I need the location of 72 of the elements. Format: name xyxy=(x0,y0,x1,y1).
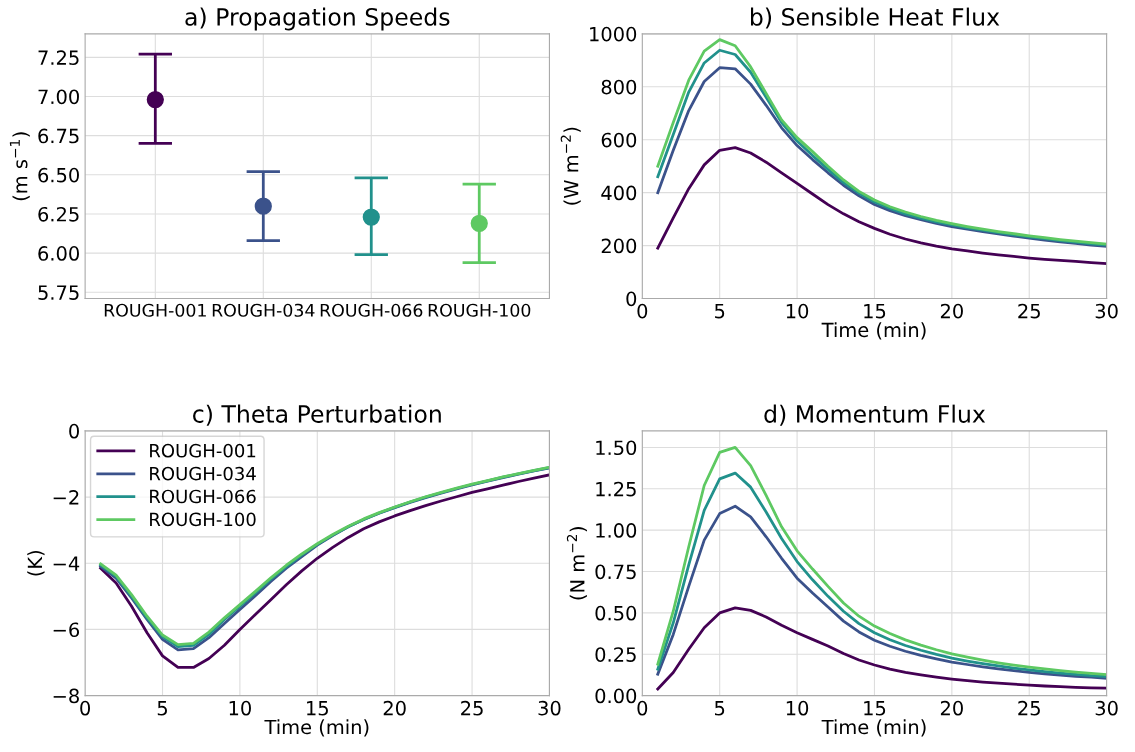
y-tick-label: −2 xyxy=(53,490,79,505)
y-tick-label: 0 xyxy=(626,291,637,307)
y-tick-label: −6 xyxy=(53,622,80,638)
y-tick-label: 0.50 xyxy=(595,605,637,621)
legend-label: ROUGH-001 xyxy=(150,443,256,458)
x-axis-title: Time (min) xyxy=(821,719,926,737)
x-tick-label: 5 xyxy=(715,304,725,319)
y-tick-label: 6.75 xyxy=(38,128,79,144)
x-tick-label: 15 xyxy=(307,701,328,716)
y-tick-label: 800 xyxy=(601,79,637,95)
point xyxy=(254,197,272,215)
x-tick-label: 20 xyxy=(383,700,406,716)
y-tick-label: 6.00 xyxy=(38,246,79,261)
legend-label: ROUGH-034 xyxy=(150,466,256,481)
y-axis-title: (N m$^{−2}$) xyxy=(566,527,587,600)
x-axis-title: Time (min) xyxy=(264,719,369,737)
y-tick-label: 7.00 xyxy=(38,89,79,105)
chart-title: a) Propagation Speeds xyxy=(185,7,450,31)
x-tick-label: 0 xyxy=(637,700,648,716)
x-tick-label: 25 xyxy=(461,700,483,716)
y-tick-label: 1000 xyxy=(590,26,637,42)
y-tick-label: 1.00 xyxy=(596,523,637,538)
x-tick-label: 10 xyxy=(786,303,809,319)
chart-title: d) Momentum Flux xyxy=(764,404,986,426)
line-series xyxy=(656,606,1107,691)
y-tick-label: 6.50 xyxy=(38,167,79,183)
x-tick-label: 25 xyxy=(1018,700,1040,716)
y-tick-label: 1.25 xyxy=(596,481,636,497)
y-tick-label: 0.75 xyxy=(595,564,636,580)
x-tick-label: ROUGH-100 xyxy=(428,303,531,317)
y-tick-label: 0.00 xyxy=(595,688,637,704)
y-tick-label: 200 xyxy=(601,238,637,254)
x-tick-label: ROUGH-001 xyxy=(104,303,206,317)
x-tick-label: 15 xyxy=(864,304,886,319)
x-tick-label: 25 xyxy=(1018,303,1040,319)
y-tick-label: 5.75 xyxy=(38,285,79,300)
y-tick-label: −8 xyxy=(53,688,79,704)
y-tick-label: 400 xyxy=(601,185,637,201)
x-tick-label: 15 xyxy=(864,701,886,716)
legend-label: ROUGH-100 xyxy=(150,512,256,527)
point xyxy=(470,214,488,232)
point xyxy=(146,91,164,109)
x-tick-label: 30 xyxy=(1095,700,1118,716)
x-tick-label: 20 xyxy=(940,700,963,716)
y-axis-title: (K) xyxy=(27,550,45,576)
line-series xyxy=(656,146,1107,265)
y-tick-label: 0 xyxy=(69,423,79,439)
y-tick-label: 0.25 xyxy=(595,647,636,662)
x-tick-label: 0 xyxy=(80,700,91,716)
x-tick-label: 0 xyxy=(637,303,648,319)
y-axis-title: (W m$^{−2}$) xyxy=(560,127,581,205)
y-tick-label: 1.50 xyxy=(596,440,637,456)
x-tick-label: 30 xyxy=(1095,303,1118,319)
x-tick-label: 10 xyxy=(786,700,809,716)
point xyxy=(362,208,380,226)
y-tick-label: 6.25 xyxy=(38,206,79,222)
y-axis-title: (m s$^{−1}$) xyxy=(9,132,30,201)
chart-title: b) Sensible Heat Flux xyxy=(751,7,1000,29)
line-series xyxy=(656,504,1107,680)
x-tick-label: 10 xyxy=(229,700,251,716)
x-tick-label: 5 xyxy=(157,701,167,716)
x-tick-label: 20 xyxy=(940,303,963,319)
x-axis-title: Time (min) xyxy=(821,322,926,340)
legend-label: ROUGH-066 xyxy=(150,489,256,504)
x-tick-label: 30 xyxy=(538,700,561,716)
y-tick-label: −4 xyxy=(53,556,80,571)
x-tick-label: 5 xyxy=(715,701,725,716)
y-tick-label: 7.25 xyxy=(38,50,79,65)
x-tick-label: ROUGH-034 xyxy=(212,303,315,317)
y-tick-label: 600 xyxy=(601,132,637,148)
chart-title: c) Theta Perturbation xyxy=(193,404,441,426)
x-tick-label: ROUGH-066 xyxy=(320,303,423,317)
